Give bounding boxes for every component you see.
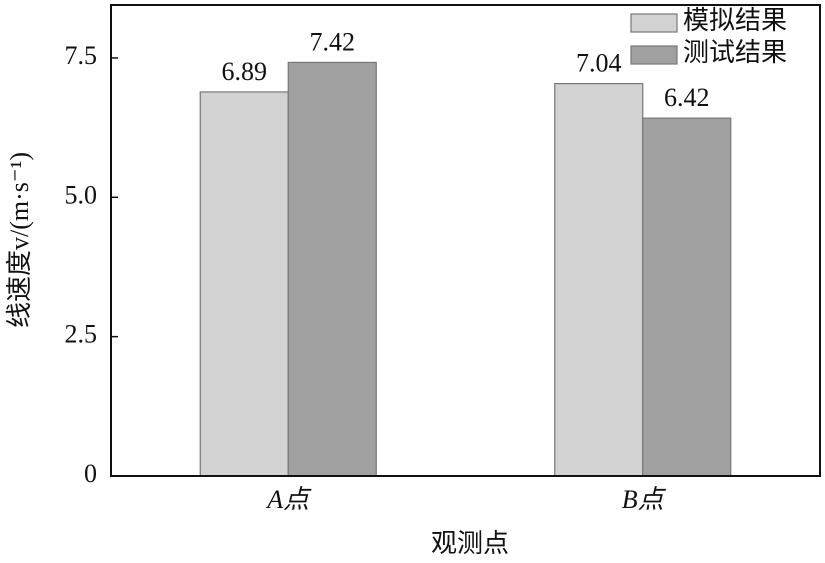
legend-label: 测试结果 — [683, 38, 787, 67]
bar — [199, 91, 289, 477]
value-label: 6.42 — [664, 83, 710, 112]
bar — [287, 61, 377, 477]
legend-swatch — [630, 13, 678, 33]
y-tick-label: 5.0 — [65, 180, 98, 209]
y-tick-label: 0 — [84, 459, 97, 488]
bar — [642, 117, 732, 477]
legend-swatch — [630, 45, 678, 65]
value-label: 6.89 — [222, 57, 268, 86]
x-axis-label: 观测点 — [431, 529, 509, 558]
y-axis-label: 线速度v/(m·s⁻¹) — [5, 152, 34, 328]
x-tick-label: A点 — [265, 485, 312, 514]
x-tick-label: B点 — [622, 485, 667, 514]
y-tick-label: 2.5 — [65, 320, 98, 349]
y-tick-label: 7.5 — [65, 41, 98, 70]
plot-frame — [110, 4, 821, 477]
value-label: 7.42 — [310, 27, 356, 56]
value-label: 7.04 — [576, 49, 622, 78]
bar — [554, 82, 644, 477]
legend-label: 模拟结果 — [683, 6, 787, 35]
